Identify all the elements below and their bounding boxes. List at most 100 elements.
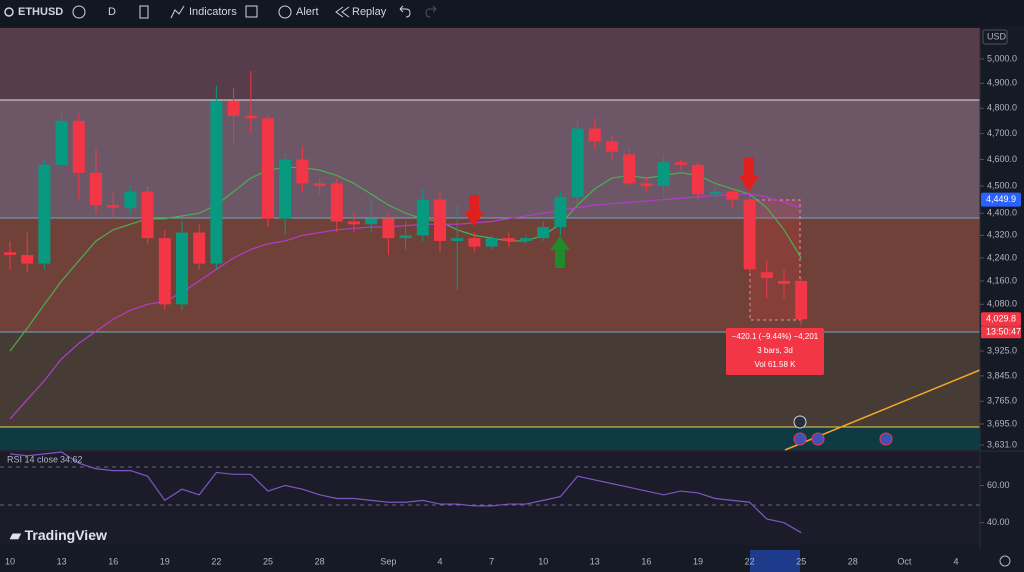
- candle-body: [244, 115, 257, 119]
- x-tick-label: 19: [693, 556, 703, 566]
- y-tick-label: 5,000.0: [987, 53, 1017, 63]
- event-icon[interactable]: [793, 432, 807, 446]
- y-tick-label: 4,600.0: [987, 154, 1017, 164]
- zone: [0, 28, 980, 100]
- candle-body: [279, 159, 292, 219]
- zone: [0, 427, 980, 450]
- x-tick-label: 13: [57, 556, 67, 566]
- candle-body: [795, 280, 808, 320]
- measure-bars: 3 bars, 3d: [757, 346, 793, 355]
- x-tick-label: 13: [590, 556, 600, 566]
- event-icon[interactable]: [879, 432, 893, 446]
- currency[interactable]: USD: [987, 31, 1007, 41]
- add-symbol[interactable]: [72, 5, 86, 19]
- y-tick-label: 3,631.0: [987, 439, 1017, 449]
- zone: [0, 100, 980, 218]
- candle-body: [141, 191, 154, 239]
- currency-box[interactable]: [982, 29, 1008, 45]
- settings[interactable]: [999, 555, 1011, 567]
- rsi-pane: [0, 452, 980, 545]
- candle-body: [726, 191, 739, 200]
- watermark: ▰ TradingView: [9, 527, 107, 543]
- measure-tooltip: [726, 328, 824, 375]
- x-tick-label: Sep: [380, 556, 396, 566]
- x-tick-label: 10: [538, 556, 548, 566]
- replay-icon[interactable]: [335, 6, 350, 18]
- candle-body: [778, 280, 790, 284]
- layouts[interactable]: [245, 5, 258, 18]
- x-tick-label: 16: [641, 556, 651, 566]
- candle-body: [176, 232, 188, 305]
- candle-body: [416, 199, 429, 236]
- sell-arrow: [739, 157, 759, 192]
- undo[interactable]: [399, 5, 411, 18]
- candle-body: [588, 128, 601, 142]
- event-icon[interactable]: [811, 432, 825, 446]
- candle-body: [124, 191, 137, 208]
- indicators-icon[interactable]: [170, 5, 185, 19]
- candle-body: [21, 255, 34, 264]
- sell-arrow: [464, 195, 484, 226]
- candle-body: [4, 252, 16, 256]
- candle-body: [709, 191, 722, 195]
- candle-body: [348, 221, 360, 225]
- alert-button[interactable]: Alert: [296, 6, 319, 18]
- x-tick-label: Oct: [897, 556, 912, 566]
- x-tick-label: 4: [953, 556, 958, 566]
- y-tick-label: 40.00: [987, 517, 1010, 527]
- y-tick-label: 4,800.0: [987, 103, 1017, 113]
- indicators-button[interactable]: Indicators: [189, 6, 237, 18]
- x-tick-label: 19: [160, 556, 170, 566]
- candle-body: [313, 183, 326, 187]
- x-tick-label: 22: [745, 556, 755, 566]
- price-label: 4,449.9: [986, 194, 1016, 204]
- candle-body: [399, 235, 412, 239]
- x-tick-label: 4: [437, 556, 442, 566]
- candle-body: [571, 128, 584, 197]
- redo[interactable]: [425, 5, 437, 18]
- candle-body: [537, 227, 550, 239]
- candle-body: [227, 100, 240, 116]
- candle-body: [623, 154, 636, 184]
- y-tick-label: 4,400.0: [987, 208, 1017, 218]
- x-tick-label: 28: [315, 556, 325, 566]
- alert-icon[interactable]: [278, 5, 292, 19]
- candle-body: [640, 183, 653, 187]
- y-tick-label: 4,500.0: [987, 180, 1017, 190]
- countdown-box: [981, 326, 1021, 339]
- candle-body: [657, 162, 670, 187]
- chart-type[interactable]: [139, 5, 149, 19]
- measure-volume: Vol 61.58 K: [755, 360, 797, 369]
- x-tick-label: 16: [108, 556, 118, 566]
- candle-body: [520, 238, 532, 241]
- buy-arrow: [550, 236, 570, 268]
- y-tick-label: 3,845.0: [987, 370, 1017, 380]
- y-tick-label: 4,160.0: [987, 275, 1017, 285]
- candle-body: [262, 118, 274, 219]
- candle-body: [434, 199, 446, 241]
- symbol[interactable]: ETHUSD: [18, 6, 63, 18]
- replay-button[interactable]: Replay: [352, 6, 387, 18]
- countdown: 13:50:47: [986, 327, 1021, 337]
- y-tick-label: 4,320.0: [987, 230, 1017, 240]
- y-tick-label: 3,695.0: [987, 418, 1017, 428]
- candle-body: [296, 159, 309, 184]
- rsi-value: 34.62: [60, 454, 83, 464]
- search-icon[interactable]: [4, 7, 14, 17]
- zone: [0, 332, 980, 427]
- interval[interactable]: D: [108, 6, 116, 18]
- candle-body: [55, 120, 68, 165]
- price-label-box: [981, 192, 1021, 207]
- plot: 3,631.0 3,695.0 3,765.0 3,845.0 3,925.0 4,080…: [4, 53, 1021, 566]
- candle-body: [90, 172, 102, 206]
- candle-body: [554, 196, 567, 228]
- rsi-line: [9, 451, 802, 534]
- x-tick-label: 22: [211, 556, 221, 566]
- candle-body: [743, 199, 756, 270]
- event-icon[interactable]: [793, 415, 807, 429]
- candle-body: [38, 164, 51, 264]
- candle-body: [365, 218, 378, 225]
- candle-body: [382, 218, 395, 239]
